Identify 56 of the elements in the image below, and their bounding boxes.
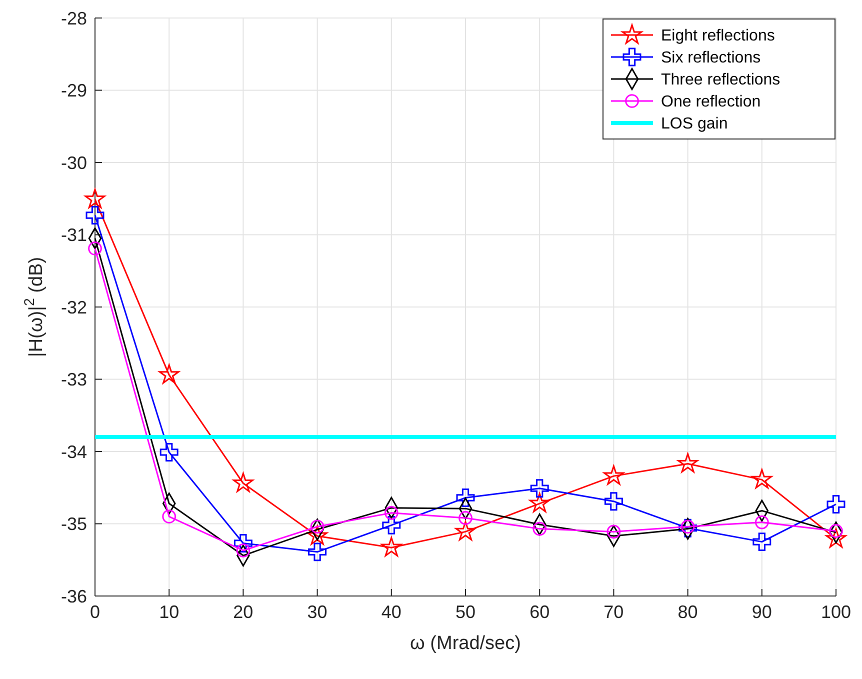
point: [752, 469, 772, 488]
y-tick-label: -32: [60, 297, 87, 318]
point: [530, 479, 549, 498]
x-tick-label: 20: [233, 602, 254, 622]
point: [162, 510, 176, 524]
point: [233, 472, 254, 492]
x-tick-label: 40: [381, 602, 402, 622]
point: [826, 495, 846, 514]
x-tick-label: 90: [752, 602, 772, 622]
point: [160, 442, 178, 462]
legend-label: Three reflections: [661, 72, 780, 89]
x-tick-label: 30: [307, 602, 328, 622]
x-tick-label: 0: [90, 602, 100, 622]
point: [606, 524, 621, 539]
point: [84, 188, 106, 208]
y-tick-label: -35: [60, 514, 87, 534]
x-tick-label: 100: [820, 602, 852, 622]
legend-label: Eight reflections: [661, 28, 775, 45]
point: [754, 515, 769, 530]
point: [384, 506, 398, 520]
point: [826, 528, 846, 548]
point: [458, 511, 472, 525]
point: [604, 465, 624, 485]
x-tick-label: 80: [678, 602, 698, 622]
x-tick-label: 70: [604, 602, 624, 622]
point: [308, 542, 327, 562]
point: [310, 520, 324, 534]
point: [158, 364, 180, 384]
legend-label: One reflection: [661, 94, 761, 111]
x-axis-title: ω (Mrad/sec): [410, 633, 521, 654]
y-tick-label: -34: [60, 442, 87, 462]
point: [529, 492, 550, 512]
point: [86, 206, 104, 224]
y-tick-label: -30: [60, 152, 87, 173]
point: [678, 518, 698, 538]
point: [532, 522, 547, 536]
y-tick-label: -29: [60, 80, 87, 101]
point: [456, 488, 475, 507]
y-tick-label: -31: [60, 225, 87, 246]
x-tick-label: 10: [159, 602, 180, 622]
y-tick-label: -33: [60, 370, 87, 390]
legend-label: Six reflections: [661, 50, 761, 67]
legend-label: LOS gain: [661, 116, 728, 133]
point: [604, 492, 623, 511]
point: [234, 534, 252, 552]
point: [381, 536, 402, 556]
point: [455, 521, 476, 540]
x-tick-label: 60: [530, 602, 550, 622]
point: [307, 525, 328, 545]
point: [382, 516, 401, 534]
y-tick-label: -36: [60, 586, 87, 606]
point: [88, 242, 102, 256]
x-tick-label: 50: [455, 602, 476, 622]
y-tick-label: -28: [60, 8, 87, 28]
point: [678, 453, 698, 473]
point: [752, 532, 772, 552]
